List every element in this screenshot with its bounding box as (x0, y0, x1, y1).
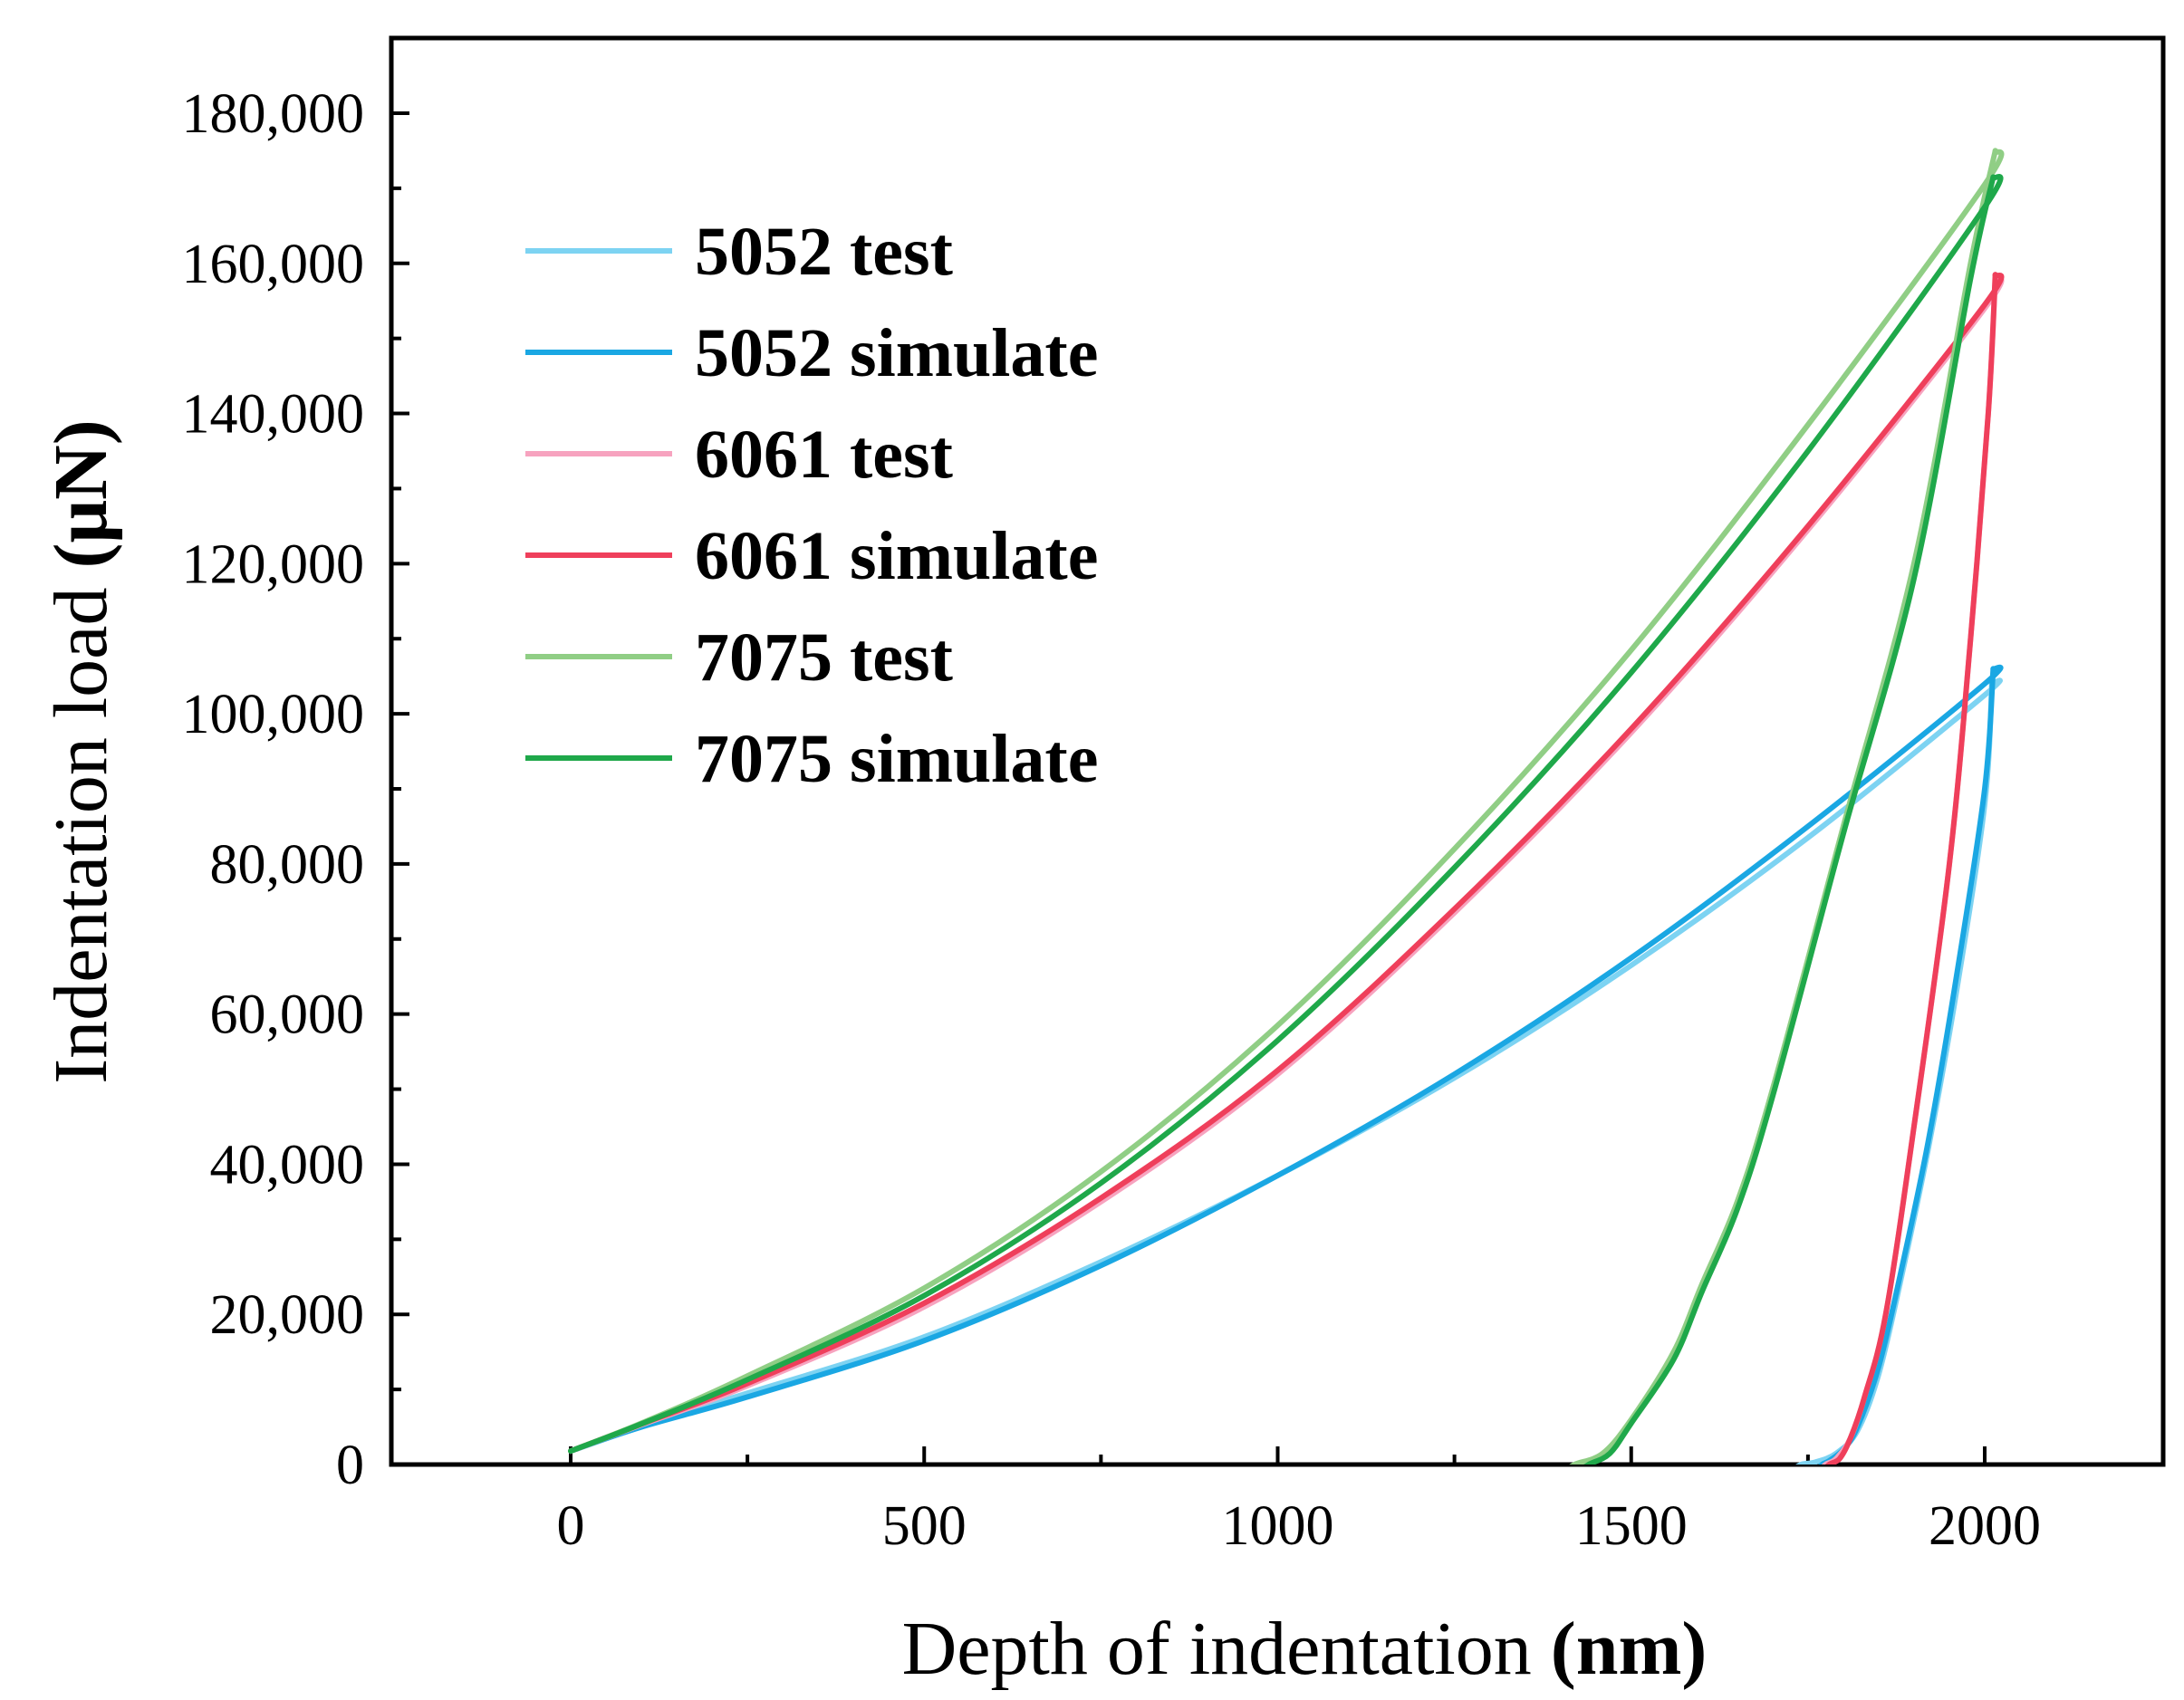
series-6061-simulate-unloading-line (1824, 272, 1998, 1465)
x-tick-label: 2000 (1929, 1495, 2041, 1557)
x-tick-label: 1000 (1222, 1495, 1334, 1557)
y-axis-unit: (μN) (39, 419, 123, 568)
x-axis-ticks: 0 500 1000 1500 2000 (557, 1446, 2041, 1557)
x-tick-label: 0 (557, 1495, 585, 1557)
series-5052-test (568, 677, 2003, 1465)
legend-label-7075-simulate: 7075 simulate (695, 721, 1098, 797)
y-axis-title: Indentation load (μN) (39, 419, 123, 1083)
series-7075-simulate-unloading-line (1583, 174, 1996, 1465)
series-5052-simulate-loading-line (568, 664, 2004, 1455)
y-tick-label: 20,000 (210, 1284, 365, 1346)
series-6061-simulate (568, 272, 2005, 1465)
x-axis-title-text: Depth of indentation (902, 1607, 1532, 1691)
y-tick-label: 100,000 (182, 684, 365, 745)
x-axis-title: Depth of indentation (nm) (902, 1607, 1708, 1691)
y-tick-label: 120,000 (182, 533, 365, 595)
y-tick-label: 60,000 (210, 984, 365, 1046)
legend-label-6061-test: 6061 test (695, 417, 953, 493)
y-tick-label: 80,000 (210, 834, 365, 896)
series-7075-simulate-loading-line (568, 173, 2004, 1455)
legend-label-6061-simulate: 6061 simulate (695, 518, 1098, 594)
legend-label-5052-test: 5052 test (695, 214, 953, 290)
series-5052-simulate-unloading-line (1818, 666, 1996, 1465)
y-tick-label: 0 (336, 1435, 364, 1496)
legend-label-5052-simulate: 5052 simulate (695, 315, 1098, 391)
series-6061-simulate-loading-line (568, 272, 2005, 1455)
x-tick-label: 1500 (1575, 1495, 1688, 1557)
y-tick-label: 180,000 (182, 83, 365, 145)
legend: 5052 test 5052 simulate 6061 test 6061 simu… (525, 214, 1098, 797)
y-tick-label: 140,000 (182, 384, 365, 446)
series-5052-test-unloading-line (1795, 681, 1995, 1465)
y-axis-title-text: Indentation load (39, 588, 123, 1084)
y-axis-ticks: 0 20,000 40,000 60,000 80,000 100,000 120,000 1… (182, 83, 409, 1496)
series-7075-simulate (568, 173, 2004, 1465)
series-7075-test-loading-line (568, 148, 2005, 1455)
x-axis-unit: (nm) (1551, 1607, 1708, 1691)
legend-label-7075-test: 7075 test (695, 619, 953, 696)
y-tick-label: 40,000 (210, 1134, 365, 1196)
y-tick-label: 160,000 (182, 234, 365, 295)
x-tick-label: 500 (882, 1495, 967, 1557)
series-7075-test-unloading-line (1569, 148, 1998, 1465)
series-6061-test-unloading-line (1821, 275, 1998, 1465)
series-layer (568, 148, 2005, 1465)
